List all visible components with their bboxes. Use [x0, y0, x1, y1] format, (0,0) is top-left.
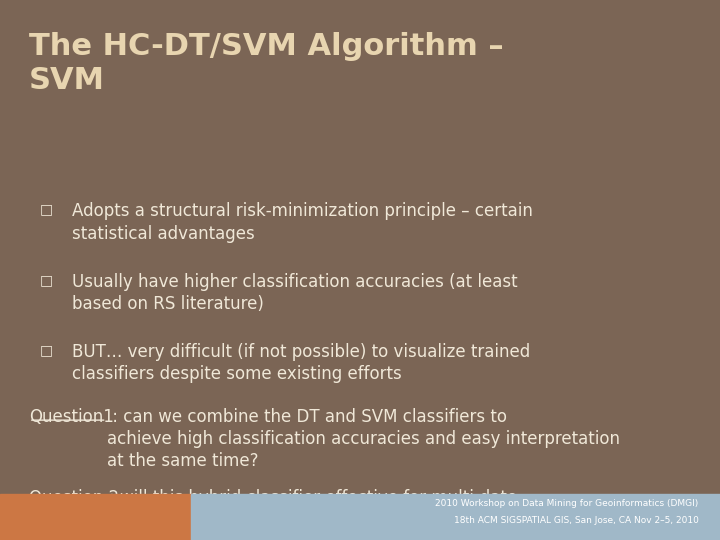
Text: The HC-DT/SVM Algorithm –
SVM: The HC-DT/SVM Algorithm – SVM [29, 32, 503, 95]
Text: Adopts a structural risk-minimization principle – certain
statistical advantages: Adopts a structural risk-minimization pr… [72, 202, 533, 242]
Text: Usually have higher classification accuracies (at least
based on RS literature): Usually have higher classification accur… [72, 273, 518, 313]
Text: □: □ [40, 343, 53, 357]
Text: Question1: Question1 [29, 408, 114, 426]
Text: □: □ [40, 273, 53, 287]
Text: : will this hybrid classifier effective for multi-date
land cover change detecti: : will this hybrid classifier effective … [109, 489, 518, 529]
Text: 18th ACM SIGSPATIAL GIS, San Jose, CA Nov 2–5, 2010: 18th ACM SIGSPATIAL GIS, San Jose, CA No… [454, 516, 698, 525]
Text: BUT… very difficult (if not possible) to visualize trained
classifiers despite s: BUT… very difficult (if not possible) to… [72, 343, 530, 383]
Bar [191, 494, 720, 540]
Text: 2010 Workshop on Data Mining for Geoinformatics (DMGI): 2010 Workshop on Data Mining for Geoinfo… [435, 500, 698, 509]
Text: Question 2: Question 2 [29, 489, 119, 507]
Text: : can we combine the DT and SVM classifiers to
achieve high classification accur: : can we combine the DT and SVM classifi… [107, 408, 619, 470]
Text: □: □ [40, 202, 53, 217]
Bar [0, 494, 191, 540]
